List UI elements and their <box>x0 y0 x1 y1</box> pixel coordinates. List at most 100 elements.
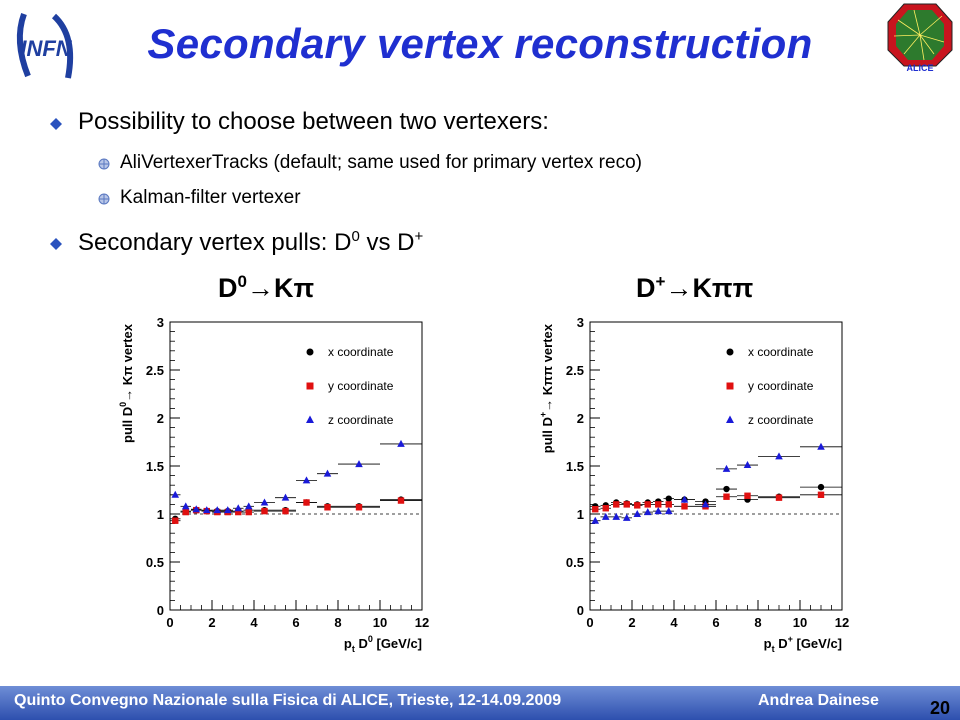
x-tick-label: 10 <box>373 615 387 630</box>
sub-bullet-icon <box>98 158 110 170</box>
alice-logo: ALICE <box>887 3 953 72</box>
data-point-z <box>654 507 663 515</box>
y-tick-label: 0 <box>157 603 164 618</box>
data-point-z <box>181 502 190 510</box>
data-point-z <box>234 504 243 512</box>
page-number: 20 <box>930 698 951 718</box>
left-heading-arrow: → <box>246 273 274 303</box>
data-point-z <box>817 442 825 450</box>
data-point-x <box>817 483 825 491</box>
y-tick-label: 2.5 <box>566 363 584 378</box>
footer-bar: Quinto Convegno Nazionale sulla Fisica d… <box>0 686 960 720</box>
data-point-z <box>355 460 363 468</box>
x-tick-label: 12 <box>835 615 849 630</box>
legend-label: z coordinate <box>748 413 814 427</box>
data-point-y <box>324 504 331 511</box>
data-point-z <box>664 507 673 515</box>
y-tick-label: 0.5 <box>146 555 164 570</box>
y-tick-label: 2 <box>157 411 164 426</box>
bullet-pulls: Secondary vertex pulls: D0 vs D+ <box>78 228 423 257</box>
data-point-z <box>643 508 652 516</box>
slide-title: Secondary vertex reconstruction <box>147 20 813 67</box>
data-point-z <box>202 506 211 514</box>
legend-marker-z <box>726 415 734 423</box>
y-tick-label: 1 <box>577 507 584 522</box>
plot-frame <box>169 321 423 611</box>
data-point-z <box>701 500 710 508</box>
x-tick-label: 4 <box>670 615 678 630</box>
data-point-y <box>303 499 310 506</box>
data-point-y <box>723 493 730 500</box>
right-plot-heading: D+→Kππ <box>636 272 753 304</box>
legend-marker-x <box>306 348 314 356</box>
infn-logo: INFN <box>16 12 74 79</box>
data-point-z <box>591 516 600 524</box>
data-point-z <box>633 510 642 517</box>
x-axis-label: pt D+ [GeV/c] <box>764 634 842 654</box>
right-heading-rest: Kππ <box>692 273 754 303</box>
data-point-z <box>775 452 783 460</box>
x-tick-label: 0 <box>586 615 593 630</box>
bullet-diamond-icon <box>50 238 62 250</box>
y-tick-label: 0.5 <box>566 555 584 570</box>
data-point-z <box>743 461 752 469</box>
legend-label: x coordinate <box>748 345 814 359</box>
data-point-z <box>281 493 290 501</box>
bullet-diamond-icon <box>50 118 62 130</box>
y-tick-label: 1.5 <box>146 459 164 474</box>
data-point-z <box>302 476 311 484</box>
data-point-y <box>634 502 641 509</box>
data-point-y <box>613 501 620 508</box>
data-point-z <box>601 512 610 520</box>
alice-logo-text: ALICE <box>907 63 934 72</box>
data-point-y <box>665 501 672 508</box>
data-point-z <box>397 439 405 447</box>
data-point-y <box>261 507 268 515</box>
x-tick-label: 4 <box>250 615 258 630</box>
bullet-pulls-sup2: + <box>414 228 424 245</box>
left-heading-base: D <box>218 273 238 303</box>
data-point-z <box>244 502 253 510</box>
legend-label: y coordinate <box>328 379 394 393</box>
legend-label: x coordinate <box>328 345 394 359</box>
legend-label: z coordinate <box>328 413 394 427</box>
right-heading-arrow: → <box>665 273 693 303</box>
x-tick-label: 8 <box>334 615 341 630</box>
data-point-y <box>744 492 751 499</box>
sub-bullet-icon <box>98 193 110 205</box>
sub-bullet-alivertexertracks: AliVertexerTracks (default; same used fo… <box>120 152 642 173</box>
data-point-y <box>775 494 783 501</box>
legend-marker-y <box>726 382 734 390</box>
left-pull-plot: 0 0.5 1 1.5 2 2.5 3 0 2 4 6 8 10 12 pt D0 [GeV/c] pull … <box>118 315 429 654</box>
right-pull-plot: 0 0.5 1 1.5 2 2.5 3 0 2 4 6 8 10 12 pt D+ [GeV/c] pull … <box>538 315 849 654</box>
data-point-y <box>172 517 179 524</box>
left-heading-rest: Kπ <box>273 273 315 303</box>
bullet-vertexers: Possibility to choose between two vertex… <box>78 108 549 135</box>
x-tick-label: 8 <box>754 615 761 630</box>
data-point-z <box>612 512 621 520</box>
data-point-y <box>235 508 242 516</box>
y-tick-label: 2 <box>577 411 584 426</box>
data-point-z <box>213 506 222 514</box>
x-tick-label: 0 <box>166 615 173 630</box>
data-point-y <box>655 501 662 508</box>
data-point-z <box>323 469 332 477</box>
legend-marker-z <box>306 415 314 423</box>
data-point-x <box>723 485 730 493</box>
x-tick-label: 6 <box>712 615 719 630</box>
data-point-y <box>681 503 688 510</box>
data-point-y <box>817 491 825 498</box>
sub-bullet-kalman: Kalman-filter vertexer <box>120 187 301 208</box>
infn-logo-text: INFN <box>20 36 72 61</box>
data-point-z <box>192 505 201 513</box>
y-tick-label: 1.5 <box>566 459 584 474</box>
data-point-z <box>223 506 232 514</box>
y-axis-label: pull D0→ Kπ vertex <box>118 323 135 443</box>
bullet-pulls-prefix: Secondary vertex pulls: D <box>78 229 352 256</box>
right-heading-sup: + <box>655 272 666 291</box>
plot-frame <box>589 321 843 611</box>
data-point-z <box>722 464 731 472</box>
data-point-y <box>182 508 189 516</box>
data-point-y <box>592 506 599 513</box>
right-heading-base: D <box>636 273 656 303</box>
